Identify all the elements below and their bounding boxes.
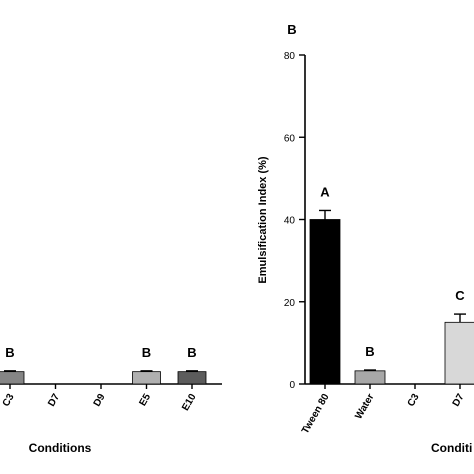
right-y-tick-labels: 0 20 40 60 80 [284, 51, 296, 391]
right-bars [309, 219, 474, 385]
left-bars [0, 371, 207, 385]
l-letter-e10: B [187, 345, 196, 360]
l-error-bar-c3 [4, 370, 16, 372]
r-error-bar-tween-80 [319, 209, 331, 220]
r-x-tick-label-c3: C3 [406, 392, 422, 409]
l-bar-c3 [0, 371, 25, 385]
right-x-axis-title: Conditi [431, 441, 472, 455]
right-x-ticks [324, 384, 461, 389]
l-error-bar-e5 [140, 370, 153, 372]
l-letter-e5: B [142, 345, 151, 360]
left-x-tick-labels: C3 D7 D9 E5 E10 [1, 392, 199, 413]
l-error-bar-e10 [186, 370, 198, 372]
left-chart-panel: B B B C3 D7 D9 E5 E10 Conditions [0, 345, 222, 455]
l-x-tick-label-c3: C3 [1, 392, 17, 409]
right-y-axis-title: Emulsification Index (%) [257, 156, 269, 283]
panel-label-b: B [287, 22, 296, 37]
r-letter-d7: C [455, 288, 465, 303]
r-letter-tween-80: A [320, 184, 330, 199]
l-bar-e10 [177, 371, 207, 385]
right-chart-panel: B Emulsification Index (%) 0 20 40 60 80 A B C… [257, 22, 474, 455]
right-y-ticks [299, 54, 305, 385]
l-x-tick-label-e10: E10 [180, 392, 199, 413]
l-bar-e5 [132, 371, 161, 385]
r-bar-water [354, 370, 386, 385]
left-x-ticks [9, 384, 193, 389]
r-error-bar-d7 [454, 313, 466, 323]
r-error-bar-water [364, 369, 376, 371]
right-x-tick-labels: Tween 80 Water C3 D7 [300, 392, 467, 436]
right-y-tick-label-60: 60 [284, 133, 296, 144]
l-letter-c3: B [5, 345, 14, 360]
right-y-tick-label-80: 80 [284, 51, 296, 62]
l-x-tick-label-d7: D7 [46, 392, 62, 409]
r-bar-tween-80 [309, 219, 341, 385]
left-x-axis-title: Conditions [29, 441, 92, 455]
right-y-tick-label-40: 40 [284, 216, 296, 227]
r-x-tick-label-tween-80: Tween 80 [300, 392, 332, 436]
right-error-bars [319, 209, 466, 371]
r-x-tick-label-d7: D7 [451, 392, 467, 409]
right-y-tick-label-20: 20 [284, 298, 296, 309]
r-x-tick-label-water: Water [353, 392, 376, 421]
right-significance-letters: A B C [320, 184, 465, 359]
right-y-tick-label-0: 0 [289, 380, 295, 391]
r-bar-d7 [444, 321, 474, 385]
l-x-tick-label-d9: D9 [92, 392, 108, 409]
l-x-tick-label-e5: E5 [137, 392, 153, 408]
r-letter-water: B [365, 344, 374, 359]
left-error-bars [4, 370, 198, 372]
